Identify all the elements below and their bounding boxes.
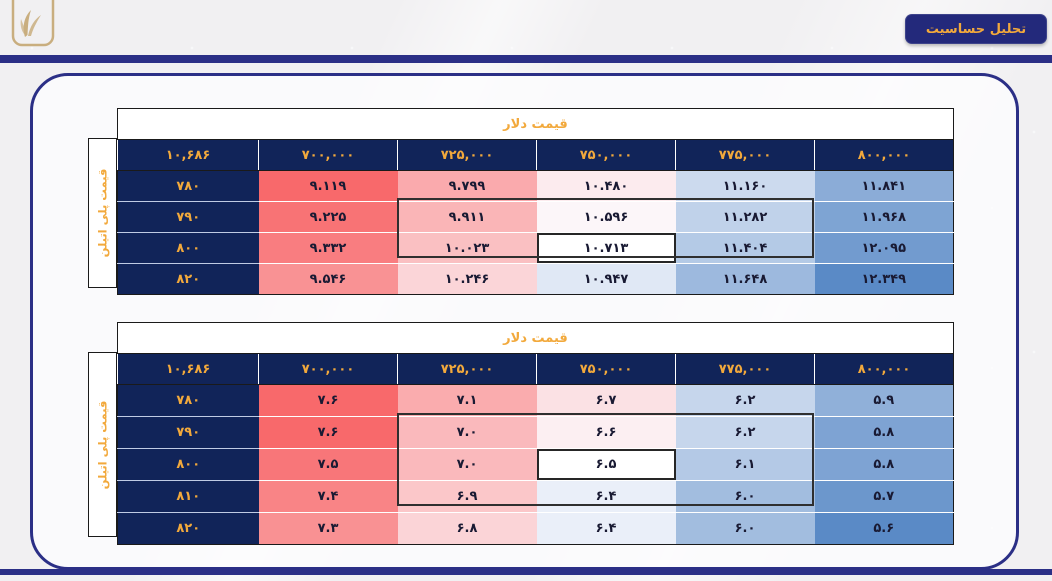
column-header: ۸۰۰,۰۰۰ bbox=[814, 139, 954, 171]
data-cell: ۱۱.۴۰۴ bbox=[675, 232, 815, 264]
data-cell: ۱۰.۴۸۰ bbox=[536, 170, 676, 202]
data-cell: ۱۱.۸۴۱ bbox=[814, 170, 954, 202]
column-header: ۷۲۵,۰۰۰ bbox=[397, 139, 537, 171]
column-header: ۷۷۵,۰۰۰ bbox=[675, 139, 815, 171]
data-cell: ۱۰.۵۹۶ bbox=[536, 201, 676, 233]
data-cell: ۶.۰ bbox=[675, 512, 815, 545]
data-cell: ۹.۲۲۵ bbox=[258, 201, 398, 233]
row-header: ۷۸۰ bbox=[117, 170, 259, 202]
sensitivity-analysis-badge: تحلیل حساسیت bbox=[905, 14, 1047, 44]
badge-label: تحلیل حساسیت bbox=[925, 21, 1027, 37]
data-cell: ۱۱.۹۶۸ bbox=[814, 201, 954, 233]
sensitivity-table-bottom: قیمت دلار ۱۰,۶۸۶ ۷۰۰,۰۰۰ ۷۲۵,۰۰۰ ۷۵۰,۰۰۰ ۷۷۵,… bbox=[88, 322, 954, 545]
data-cell: ۶.۵ bbox=[536, 448, 676, 481]
row-header: ۸۰۰ bbox=[117, 232, 259, 264]
data-cell: ۹.۷۹۹ bbox=[397, 170, 537, 202]
corner-header: ۱۰,۶۸۶ bbox=[117, 139, 259, 171]
column-header: ۸۰۰,۰۰۰ bbox=[814, 353, 954, 385]
row-axis-label: قیمت پلی اتیلن bbox=[88, 138, 117, 288]
company-logo-icon bbox=[10, 0, 56, 48]
table-title: قیمت دلار bbox=[117, 108, 954, 140]
row-axis-label: قیمت پلی اتیلن bbox=[88, 352, 117, 537]
data-cell: ۶.۲ bbox=[675, 416, 815, 449]
data-cell: ۹.۹۱۱ bbox=[397, 201, 537, 233]
column-header: ۷۵۰,۰۰۰ bbox=[536, 353, 676, 385]
row-header: ۷۸۰ bbox=[117, 384, 259, 417]
table-title: قیمت دلار bbox=[117, 322, 954, 354]
column-header: ۷۷۵,۰۰۰ bbox=[675, 353, 815, 385]
bottom-divider-bar bbox=[0, 569, 1052, 575]
row-header: ۸۲۰ bbox=[117, 512, 259, 545]
data-cell: ۹.۳۳۲ bbox=[258, 232, 398, 264]
data-cell: ۱۱.۶۴۸ bbox=[675, 263, 815, 295]
data-cell: ۶.۹ bbox=[397, 480, 537, 513]
data-cell: ۶.۲ bbox=[675, 384, 815, 417]
data-cell: ۷.۳ bbox=[258, 512, 398, 545]
row-header: ۷۹۰ bbox=[117, 201, 259, 233]
data-cell: ۷.۶ bbox=[258, 384, 398, 417]
top-divider-bar bbox=[0, 55, 1052, 63]
corner-header: ۱۰,۶۸۶ bbox=[117, 353, 259, 385]
data-cell: ۱۱.۲۸۲ bbox=[675, 201, 815, 233]
data-cell: ۱۰.۹۴۷ bbox=[536, 263, 676, 295]
data-cell: ۷.۴ bbox=[258, 480, 398, 513]
data-cell: ۱۰.۰۲۳ bbox=[397, 232, 537, 264]
data-cell: ۱۲.۰۹۵ bbox=[814, 232, 954, 264]
data-cell: ۱۲.۳۴۹ bbox=[814, 263, 954, 295]
data-cell: ۷.۵ bbox=[258, 448, 398, 481]
data-cell: ۵.۷ bbox=[814, 480, 954, 513]
data-cell: ۶.۱ bbox=[675, 448, 815, 481]
data-cell: ۶.۸ bbox=[397, 512, 537, 545]
row-header: ۷۹۰ bbox=[117, 416, 259, 449]
data-cell: ۶.۴ bbox=[536, 512, 676, 545]
row-header: ۸۰۰ bbox=[117, 448, 259, 481]
column-header: ۷۵۰,۰۰۰ bbox=[536, 139, 676, 171]
column-header: ۷۲۵,۰۰۰ bbox=[397, 353, 537, 385]
data-cell: ۷.۰ bbox=[397, 448, 537, 481]
data-cell: ۵.۸ bbox=[814, 448, 954, 481]
data-cell: ۷.۶ bbox=[258, 416, 398, 449]
data-cell: ۵.۹ bbox=[814, 384, 954, 417]
data-cell: ۵.۸ bbox=[814, 416, 954, 449]
data-cell: ۹.۱۱۹ bbox=[258, 170, 398, 202]
data-cell: ۷.۱ bbox=[397, 384, 537, 417]
column-header: ۷۰۰,۰۰۰ bbox=[258, 139, 398, 171]
sensitivity-table-top: قیمت دلار ۱۰,۶۸۶ ۷۰۰,۰۰۰ ۷۲۵,۰۰۰ ۷۵۰,۰۰۰ ۷۷۵,… bbox=[88, 108, 954, 295]
row-header: ۸۱۰ bbox=[117, 480, 259, 513]
data-cell: ۹.۵۴۶ bbox=[258, 263, 398, 295]
column-header: ۷۰۰,۰۰۰ bbox=[258, 353, 398, 385]
data-cell: ۱۰.۷۱۳ bbox=[536, 232, 676, 264]
data-cell: ۱۰.۲۴۶ bbox=[397, 263, 537, 295]
row-header: ۸۲۰ bbox=[117, 263, 259, 295]
data-cell: ۶.۰ bbox=[675, 480, 815, 513]
data-cell: ۷.۰ bbox=[397, 416, 537, 449]
data-cell: ۵.۶ bbox=[814, 512, 954, 545]
data-cell: ۶.۴ bbox=[536, 480, 676, 513]
data-cell: ۶.۷ bbox=[536, 384, 676, 417]
data-cell: ۶.۶ bbox=[536, 416, 676, 449]
content-card: قیمت دلار ۱۰,۶۸۶ ۷۰۰,۰۰۰ ۷۲۵,۰۰۰ ۷۵۰,۰۰۰ ۷۷۵,… bbox=[30, 73, 1019, 570]
data-cell: ۱۱.۱۶۰ bbox=[675, 170, 815, 202]
